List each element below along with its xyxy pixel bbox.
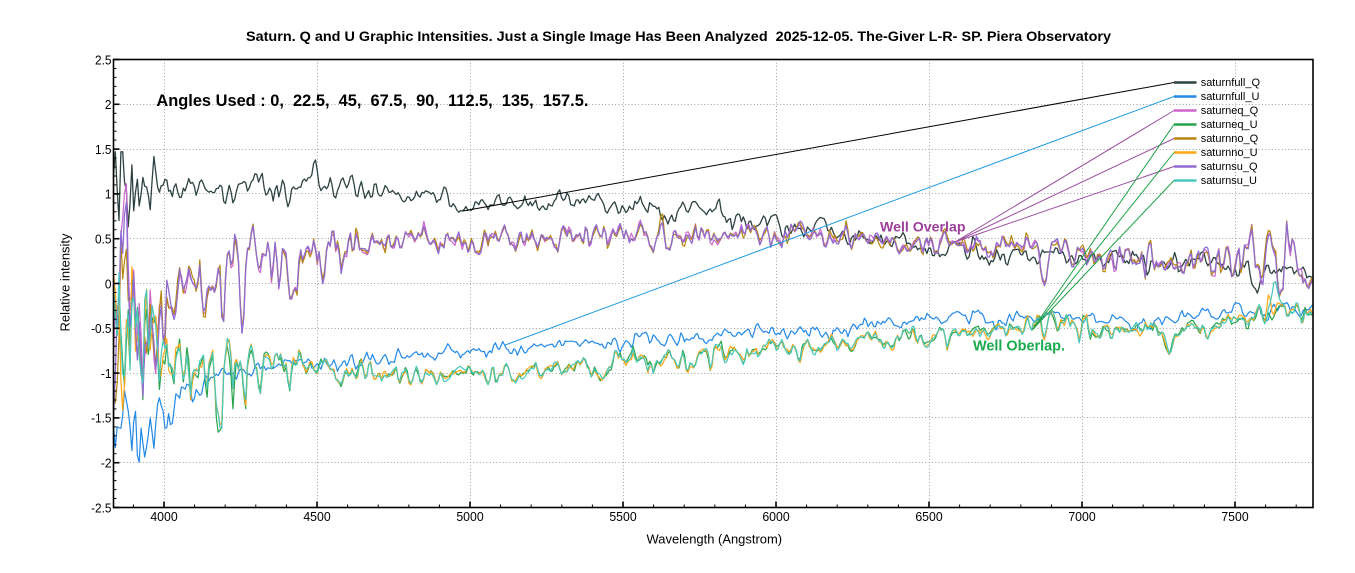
svg-text:6000: 6000 <box>762 509 789 524</box>
svg-text:saturneq_U: saturneq_U <box>1201 119 1258 131</box>
svg-text:Wavelength (Angstrom): Wavelength (Angstrom) <box>647 532 783 547</box>
svg-text:saturnno_U: saturnno_U <box>1201 147 1258 159</box>
svg-text:Relative intensity: Relative intensity <box>58 233 73 331</box>
svg-text:-1: -1 <box>101 366 112 381</box>
svg-text:2.5: 2.5 <box>95 52 112 67</box>
svg-text:-2.5: -2.5 <box>91 500 111 515</box>
svg-text:4500: 4500 <box>303 509 330 524</box>
svg-text:0.5: 0.5 <box>95 232 112 247</box>
svg-text:saturnsu_Q: saturnsu_Q <box>1201 161 1258 173</box>
svg-text:7500: 7500 <box>1221 509 1248 524</box>
svg-text:6500: 6500 <box>915 509 942 524</box>
svg-text:-0.5: -0.5 <box>91 321 111 336</box>
svg-text:1.5: 1.5 <box>95 142 112 157</box>
svg-text:Angles Used : 0, 22.5, 45,: Angles Used : 0, 22.5, 45, 67.5, 90, 112… <box>156 91 588 110</box>
svg-text:Well Overlap: Well Overlap <box>880 219 966 234</box>
svg-text:5000: 5000 <box>456 509 483 524</box>
svg-text:saturneq_Q: saturneq_Q <box>1201 105 1259 117</box>
svg-text:Well Oberlap.: Well Oberlap. <box>973 339 1065 355</box>
svg-text:0: 0 <box>105 276 112 291</box>
svg-text:5500: 5500 <box>609 509 636 524</box>
svg-text:4000: 4000 <box>150 509 177 524</box>
svg-text:saturnfull_U: saturnfull_U <box>1201 91 1260 103</box>
svg-text:saturnfull_Q: saturnfull_Q <box>1201 77 1261 89</box>
svg-text:1: 1 <box>105 187 112 202</box>
svg-text:saturnsu_U: saturnsu_U <box>1201 175 1257 187</box>
svg-text:Saturn. Q and U Graphic Intens: Saturn. Q and U Graphic Intensities. Jus… <box>246 29 1111 45</box>
svg-text:-2: -2 <box>101 456 112 471</box>
svg-text:7000: 7000 <box>1068 509 1095 524</box>
svg-text:-1.5: -1.5 <box>91 411 111 426</box>
svg-text:2: 2 <box>105 97 112 112</box>
svg-text:saturnno_Q: saturnno_Q <box>1201 133 1259 145</box>
